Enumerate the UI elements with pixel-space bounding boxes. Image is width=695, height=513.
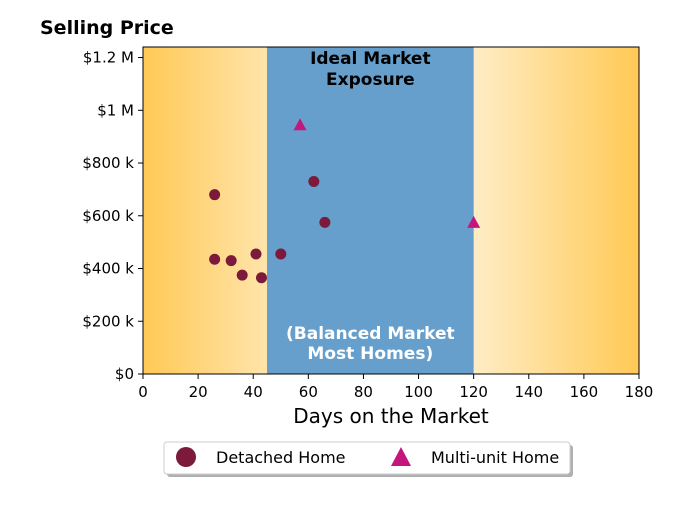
band-subtitle-line-1: (Balanced Market: [286, 324, 455, 344]
legend-marker-multi-unit: [391, 447, 411, 466]
y-tick-label: $1.2 M: [83, 49, 134, 67]
data-points: [209, 118, 481, 284]
y-tick-label: $800 k: [82, 154, 134, 172]
band-title-line-1: Ideal Market: [310, 49, 431, 69]
x-tick-label: 80: [354, 383, 373, 401]
plot-frame: [142, 46, 640, 375]
legend-marker-detached: [176, 447, 196, 467]
x-tick-label: 40: [244, 383, 263, 401]
legend: Detached Home Multi-unit Home: [163, 441, 573, 477]
x-tick-label: 140: [514, 383, 543, 401]
detached-home-point: [308, 175, 320, 187]
x-tick-label: 160: [570, 383, 599, 401]
detached-home-point: [319, 216, 331, 228]
y-axis-ticks: $0 $200 k $400 k $600 k $800 k $1 M $1.2 M: [82, 49, 143, 383]
detached-home-point: [209, 189, 221, 201]
detached-home-point: [255, 272, 267, 284]
legend-label-multi-unit: Multi-unit Home: [431, 448, 559, 467]
y-tick-label: $200 k: [82, 312, 134, 330]
detached-home-point: [250, 248, 262, 260]
x-axis-title: Days on the Market: [293, 404, 489, 428]
x-tick-label: 100: [404, 383, 433, 401]
x-tick-label: 60: [299, 383, 318, 401]
multi-unit-home-point: [293, 118, 307, 131]
detached-home-point: [209, 253, 221, 265]
ideal-market-band: [267, 47, 474, 374]
legend-label-detached: Detached Home: [216, 448, 346, 467]
legend-box: [163, 441, 571, 475]
y-tick-label: $400 k: [82, 260, 134, 278]
y-tick-label: $1 M: [97, 101, 134, 119]
y-tick-label: $600 k: [82, 207, 134, 225]
multi-unit-home-point: [467, 215, 481, 228]
x-tick-label: 20: [189, 383, 208, 401]
band-subtitle-line-2: Most Homes): [307, 344, 433, 364]
y-tick-label: $0: [115, 365, 134, 383]
detached-home-point: [275, 248, 287, 260]
detached-home-point: [225, 255, 237, 267]
x-tick-label: 120: [459, 383, 488, 401]
x-tick-label: 0: [138, 383, 148, 401]
x-tick-label: 180: [625, 383, 654, 401]
detached-home-point: [236, 269, 248, 281]
x-axis-ticks: 0 20 40 60 80 100 120 140 160 180: [138, 374, 653, 401]
chart-title: Selling Price: [40, 17, 174, 39]
band-title-line-2: Exposure: [326, 70, 415, 90]
